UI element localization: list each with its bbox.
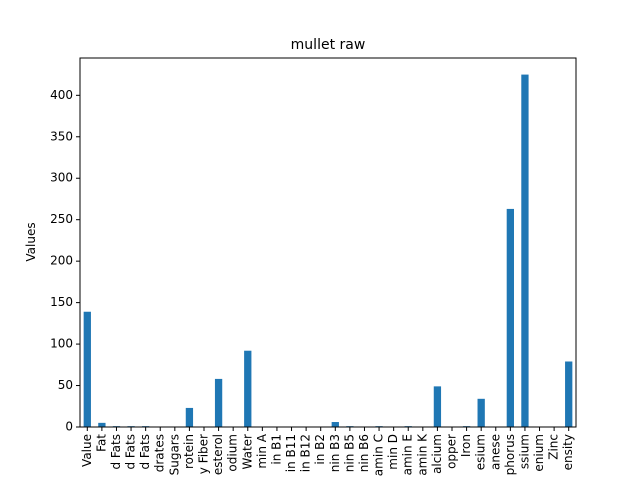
- bars-group: [83, 74, 573, 428]
- x-tick-label-9: esterol: [211, 434, 225, 475]
- x-tick-label-26: Iron: [459, 434, 473, 457]
- x-tick-label-15: in B12: [299, 434, 313, 472]
- x-tick-label-8: y Fiber: [197, 434, 211, 474]
- bar-1: [98, 422, 106, 427]
- x-tick-label-18: nin B5: [342, 434, 356, 472]
- x-tick-label-13: in B1: [269, 434, 283, 465]
- x-tick-label-1: Fat: [94, 434, 108, 452]
- y-tick-label-8: 400: [50, 88, 73, 102]
- x-tick-label-16: in B2: [313, 434, 327, 465]
- x-tick-label-10: odium: [226, 434, 240, 472]
- y-tick-label-4: 200: [50, 254, 73, 268]
- y-tick-label-6: 300: [50, 171, 73, 185]
- x-tick-label-27: esium: [474, 434, 488, 470]
- x-tick-label-0: Value: [80, 434, 94, 467]
- x-tick-label-6: Sugars: [167, 434, 181, 475]
- x-tick-label-21: min D: [386, 434, 400, 470]
- bar-0: [83, 311, 91, 427]
- plot-frame: [79, 57, 577, 428]
- x-tick-label-33: ensity: [561, 434, 575, 470]
- x-tick-label-31: enium: [532, 434, 546, 472]
- x-tick-label-14: in B11: [284, 434, 298, 472]
- x-axis: Value Fat d Fats d Fats d Fats drates Sugars ro…: [80, 427, 575, 476]
- y-tick-label-1: 50: [58, 378, 73, 392]
- x-tick-label-29: phorus: [503, 434, 517, 475]
- y-tick-label-7: 350: [50, 129, 73, 143]
- bar-27: [477, 398, 485, 427]
- x-tick-label-20: amin C: [372, 434, 386, 476]
- x-tick-label-32: Zinc: [547, 434, 561, 460]
- y-tick-label-0: 0: [65, 420, 73, 434]
- bar-29: [506, 208, 514, 427]
- x-tick-label-12: min A: [255, 433, 269, 468]
- x-tick-label-30: ssium: [517, 434, 531, 469]
- bar-7: [185, 407, 194, 427]
- x-tick-label-19: nin B6: [357, 434, 371, 472]
- x-tick-label-25: opper: [445, 434, 459, 469]
- y-axis-label: Values: [24, 222, 38, 261]
- bar-9: [214, 378, 223, 427]
- y-axis: 0 50 100 150 200 250 300 350 400: [50, 88, 80, 434]
- bar-30: [521, 74, 529, 428]
- x-tick-label-3: d Fats: [124, 434, 138, 470]
- x-tick-label-24: alcium: [430, 434, 444, 474]
- x-tick-label-17: nin B3: [328, 434, 342, 472]
- x-tick-label-4: d Fats: [138, 434, 152, 470]
- x-tick-label-5: drates: [153, 434, 167, 472]
- bar-17: [331, 422, 339, 427]
- x-tick-label-7: rotein: [182, 434, 196, 469]
- bar-11: [244, 350, 252, 427]
- y-tick-label-5: 250: [50, 212, 73, 226]
- x-tick-label-2: d Fats: [109, 434, 123, 470]
- bar-33: [565, 361, 573, 427]
- y-tick-label-2: 100: [50, 337, 73, 351]
- chart-title: mullet raw: [291, 37, 366, 53]
- x-tick-label-28: anese: [488, 434, 502, 470]
- x-tick-label-22: amin E: [401, 434, 415, 475]
- x-tick-label-23: amin K: [415, 433, 429, 476]
- y-tick-label-3: 150: [50, 295, 73, 309]
- x-tick-label-11: Water: [240, 434, 254, 470]
- bar-24: [433, 386, 442, 427]
